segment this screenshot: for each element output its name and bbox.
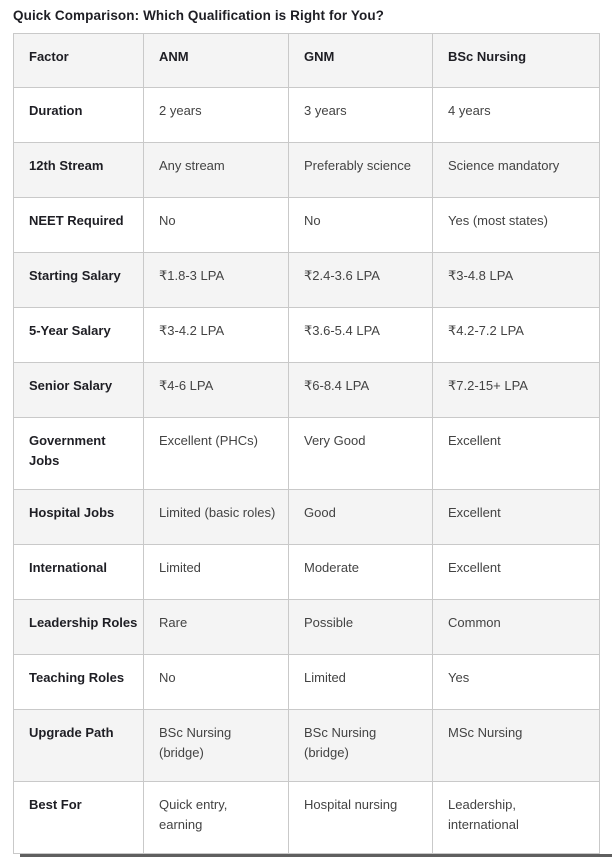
cell-gnm: BSc Nursing (bridge) (288, 709, 433, 782)
cell-gnm: Moderate (288, 544, 433, 600)
cell-anm: Quick entry, earning (143, 781, 289, 854)
table-row-international: International Limited Moderate Excellent (13, 544, 600, 600)
cell-anm: Any stream (143, 142, 289, 198)
next-section-top-edge (20, 854, 612, 857)
cell-anm: No (143, 197, 289, 253)
cell-bsc-nursing: 4 years (432, 87, 600, 143)
header-row: Factor ANM GNM BSc Nursing (13, 33, 600, 88)
table-row-government-jobs: Government Jobs Excellent (PHCs) Very Go… (13, 417, 600, 490)
cell-bsc-nursing: ₹7.2-15+ LPA (432, 362, 600, 418)
table-row-teaching-roles: Teaching Roles No Limited Yes (13, 654, 600, 710)
cell-gnm: Good (288, 489, 433, 545)
cell-bsc-nursing: Yes (432, 654, 600, 710)
cell-anm: ₹1.8-3 LPA (143, 252, 289, 308)
cell-factor: Leadership Roles (13, 599, 144, 655)
table-row-senior-salary: Senior Salary ₹4-6 LPA ₹6-8.4 LPA ₹7.2-1… (13, 362, 600, 418)
cell-factor: NEET Required (13, 197, 144, 253)
cell-anm: Limited (basic roles) (143, 489, 289, 545)
cell-factor: Hospital Jobs (13, 489, 144, 545)
table-row-best-for: Best For Quick entry, earning Hospital n… (13, 781, 600, 854)
cell-factor: Senior Salary (13, 362, 144, 418)
cell-gnm: Limited (288, 654, 433, 710)
cell-bsc-nursing: Excellent (432, 417, 600, 490)
table-row-neet-required: NEET Required No No Yes (most states) (13, 197, 600, 253)
cell-factor: International (13, 544, 144, 600)
table-row-leadership-roles: Leadership Roles Rare Possible Common (13, 599, 600, 655)
column-header-gnm: GNM (288, 33, 433, 88)
cell-gnm: 3 years (288, 87, 433, 143)
cell-gnm: ₹2.4-3.6 LPA (288, 252, 433, 308)
table-row-hospital-jobs: Hospital Jobs Limited (basic roles) Good… (13, 489, 600, 545)
cell-gnm: ₹3.6-5.4 LPA (288, 307, 433, 363)
cell-anm: ₹3-4.2 LPA (143, 307, 289, 363)
cell-bsc-nursing: Excellent (432, 489, 600, 545)
cell-gnm: Possible (288, 599, 433, 655)
cell-factor: Upgrade Path (13, 709, 144, 782)
table-row-starting-salary: Starting Salary ₹1.8-3 LPA ₹2.4-3.6 LPA … (13, 252, 600, 308)
column-header-anm: ANM (143, 33, 289, 88)
cell-gnm: Preferably science (288, 142, 433, 198)
table-row-5-year-salary: 5-Year Salary ₹3-4.2 LPA ₹3.6-5.4 LPA ₹4… (13, 307, 600, 363)
cell-bsc-nursing: ₹4.2-7.2 LPA (432, 307, 600, 363)
comparison-table: Factor ANM GNM BSc Nursing Duration 2 ye… (13, 33, 600, 854)
cell-anm: Excellent (PHCs) (143, 417, 289, 490)
column-header-bsc-nursing: BSc Nursing (432, 33, 600, 88)
cell-anm: 2 years (143, 87, 289, 143)
cell-gnm: Very Good (288, 417, 433, 490)
table-row-upgrade-path: Upgrade Path BSc Nursing (bridge) BSc Nu… (13, 709, 600, 782)
cell-anm: Limited (143, 544, 289, 600)
cell-bsc-nursing: Yes (most states) (432, 197, 600, 253)
cell-factor: Duration (13, 87, 144, 143)
cell-gnm: No (288, 197, 433, 253)
cell-bsc-nursing: Science mandatory (432, 142, 600, 198)
cell-bsc-nursing: ₹3-4.8 LPA (432, 252, 600, 308)
cell-anm: BSc Nursing (bridge) (143, 709, 289, 782)
cell-gnm: ₹6-8.4 LPA (288, 362, 433, 418)
cell-factor: Government Jobs (13, 417, 144, 490)
cell-factor: Teaching Roles (13, 654, 144, 710)
table-row-12th-stream: 12th Stream Any stream Preferably scienc… (13, 142, 600, 198)
cell-bsc-nursing: MSc Nursing (432, 709, 600, 782)
cell-factor: Starting Salary (13, 252, 144, 308)
cell-anm: ₹4-6 LPA (143, 362, 289, 418)
cell-factor: Best For (13, 781, 144, 854)
cell-bsc-nursing: Excellent (432, 544, 600, 600)
column-header-factor: Factor (13, 33, 144, 88)
page-title: Quick Comparison: Which Qualification is… (13, 8, 385, 23)
cell-bsc-nursing: Leadership, international (432, 781, 600, 854)
cell-anm: Rare (143, 599, 289, 655)
table-row-duration: Duration 2 years 3 years 4 years (13, 87, 600, 143)
cell-bsc-nursing: Common (432, 599, 600, 655)
cell-factor: 12th Stream (13, 142, 144, 198)
cell-gnm: Hospital nursing (288, 781, 433, 854)
cell-factor: 5-Year Salary (13, 307, 144, 363)
cell-anm: No (143, 654, 289, 710)
